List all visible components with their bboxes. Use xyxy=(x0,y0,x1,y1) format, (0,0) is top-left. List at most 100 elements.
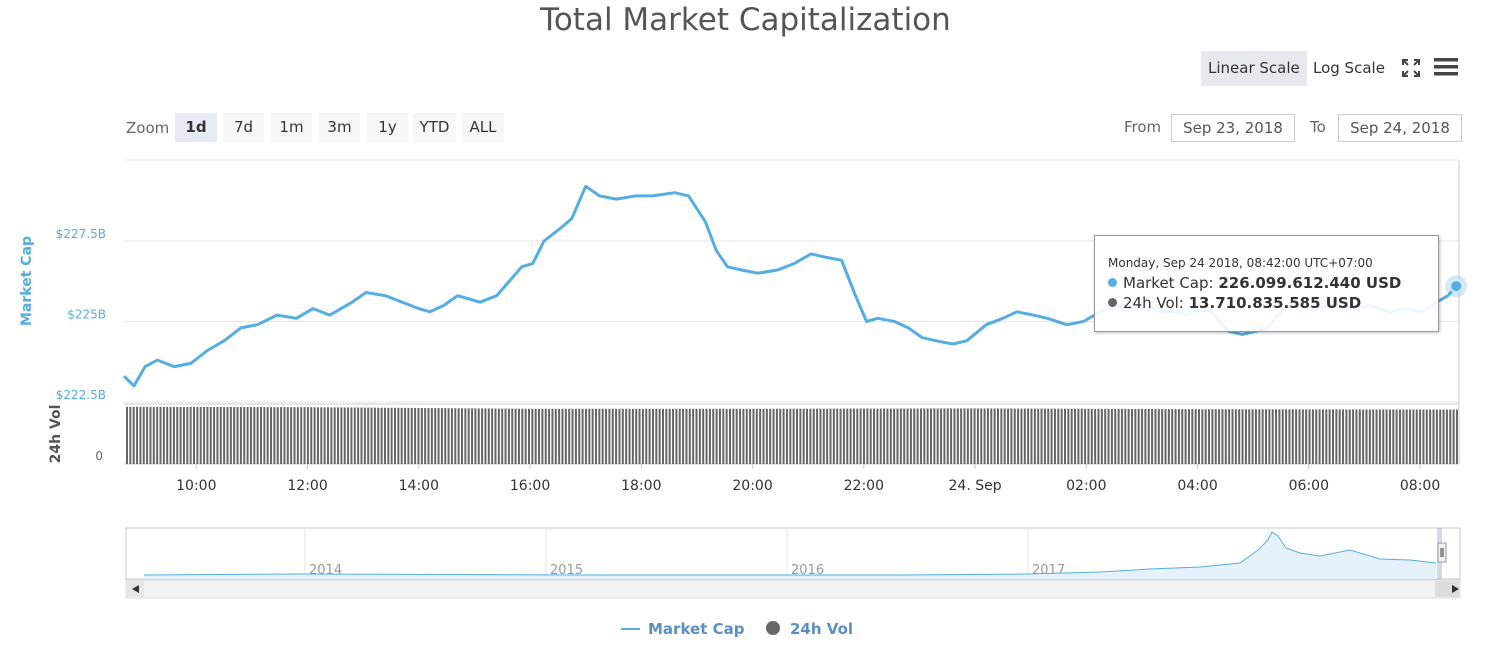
volume-bar xyxy=(1455,409,1458,464)
volume-bar xyxy=(732,408,735,464)
zoom-1m-button[interactable]: 1m xyxy=(271,113,312,142)
scrollbar-track[interactable] xyxy=(125,579,1461,599)
volume-bar xyxy=(1067,408,1070,464)
volume-bar xyxy=(179,406,182,464)
volume-bar xyxy=(705,408,708,464)
volume-bar xyxy=(1425,409,1428,464)
volume-bar xyxy=(172,406,175,464)
volume-bar xyxy=(1141,408,1144,464)
volume-bar xyxy=(417,407,420,464)
volume-bar xyxy=(886,408,889,464)
volume-bar xyxy=(1211,409,1214,464)
to-label: To xyxy=(1310,118,1326,136)
volume-bar xyxy=(444,408,447,464)
volume-bar xyxy=(1167,409,1170,464)
zoom-1d-button[interactable]: 1d xyxy=(175,113,217,142)
zoom-1y-button[interactable]: 1y xyxy=(367,113,408,142)
volume-bar xyxy=(702,408,705,464)
scrollbar[interactable] xyxy=(125,579,1461,599)
hamburger-menu-icon[interactable] xyxy=(1433,56,1459,78)
volume-bar xyxy=(323,407,326,464)
volume-bar xyxy=(802,408,805,464)
volume-bar xyxy=(1224,409,1227,464)
volume-bar xyxy=(896,408,899,464)
volume-bar xyxy=(1037,408,1040,464)
volume-bar xyxy=(1060,408,1063,464)
legend-volume[interactable]: 24h Vol xyxy=(790,620,853,638)
volume-bar xyxy=(936,408,939,464)
volume-bar xyxy=(782,408,785,464)
volume-bar xyxy=(1392,409,1395,464)
volume-bar xyxy=(950,408,953,464)
volume-bar xyxy=(454,408,457,464)
volume-axis-title: 24h Vol xyxy=(48,405,64,464)
volume-bar xyxy=(775,408,778,464)
volume-bar xyxy=(427,408,430,464)
volume-bar xyxy=(541,408,544,464)
volume-bar xyxy=(1124,408,1127,464)
volume-bar xyxy=(832,408,835,464)
volume-bar xyxy=(203,406,206,464)
log-scale-button[interactable]: Log Scale xyxy=(1313,59,1385,77)
volume-bar xyxy=(611,408,614,464)
volume-bar xyxy=(779,408,782,464)
zoom-3m-button[interactable]: 3m xyxy=(319,113,360,142)
tooltip: Monday, Sep 24 2018, 08:42:00 UTC+07:00 … xyxy=(1094,235,1439,332)
volume-bar xyxy=(903,408,906,464)
volume-bar xyxy=(1445,409,1448,464)
volume-bar xyxy=(909,408,912,464)
volume-bar xyxy=(618,408,621,464)
volume-bar xyxy=(946,408,949,464)
volume-bar xyxy=(239,407,242,464)
linear-scale-button[interactable]: Linear Scale xyxy=(1201,51,1307,86)
volume-bar xyxy=(926,408,929,464)
volume-bar xyxy=(330,407,333,464)
volume-bar xyxy=(695,408,698,464)
volume-bar xyxy=(1335,409,1338,464)
volume-tick-label: 0 xyxy=(95,449,103,463)
volume-bar xyxy=(1352,409,1355,464)
volume-bar xyxy=(390,407,393,464)
volume-bar xyxy=(863,408,865,464)
zoom-7d-button[interactable]: 7d xyxy=(223,113,264,142)
volume-bar xyxy=(1074,408,1077,464)
volume-bar xyxy=(226,407,229,464)
volume-bar xyxy=(816,408,819,464)
volume-bar xyxy=(658,408,661,464)
volume-bar xyxy=(347,407,350,464)
volume-bar xyxy=(1268,409,1271,464)
volume-bar xyxy=(1181,409,1184,464)
volume-bar xyxy=(246,407,249,464)
zoom-all-button[interactable]: ALL xyxy=(462,113,504,142)
volume-bar xyxy=(306,407,309,464)
fullscreen-icon[interactable] xyxy=(1401,58,1421,78)
volume-bar xyxy=(263,407,266,464)
volume-bar xyxy=(1325,409,1328,464)
volume-bar xyxy=(1077,408,1080,464)
volume-bar xyxy=(497,408,500,464)
from-date-input[interactable]: Sep 23, 2018 xyxy=(1171,114,1295,142)
volume-bar xyxy=(233,407,236,464)
volume-bar xyxy=(1100,408,1103,464)
legend-market-cap[interactable]: Market Cap xyxy=(648,620,745,638)
volume-bar xyxy=(1382,409,1385,464)
volume-bar xyxy=(970,408,973,464)
navigator-handle[interactable] xyxy=(1437,542,1447,563)
volume-bar xyxy=(1090,408,1093,464)
volume-bar xyxy=(1198,409,1200,464)
volume-bar xyxy=(363,407,366,464)
volume-bar xyxy=(712,408,715,464)
volume-bar xyxy=(735,408,738,464)
volume-bar xyxy=(548,408,551,464)
volume-bar xyxy=(574,408,577,464)
zoom-ytd-button[interactable]: YTD xyxy=(413,113,456,142)
navigator[interactable]: 20142015201620172018 xyxy=(125,527,1461,580)
tooltip-volume-dot xyxy=(1108,298,1117,307)
volume-bar xyxy=(1117,408,1120,464)
scroll-right-button[interactable] xyxy=(1435,581,1459,597)
volume-bar xyxy=(976,408,979,464)
volume-bar xyxy=(558,408,561,464)
to-date-input[interactable]: Sep 24, 2018 xyxy=(1338,114,1462,142)
volume-bar xyxy=(608,408,611,464)
volume-bar xyxy=(1131,408,1133,464)
